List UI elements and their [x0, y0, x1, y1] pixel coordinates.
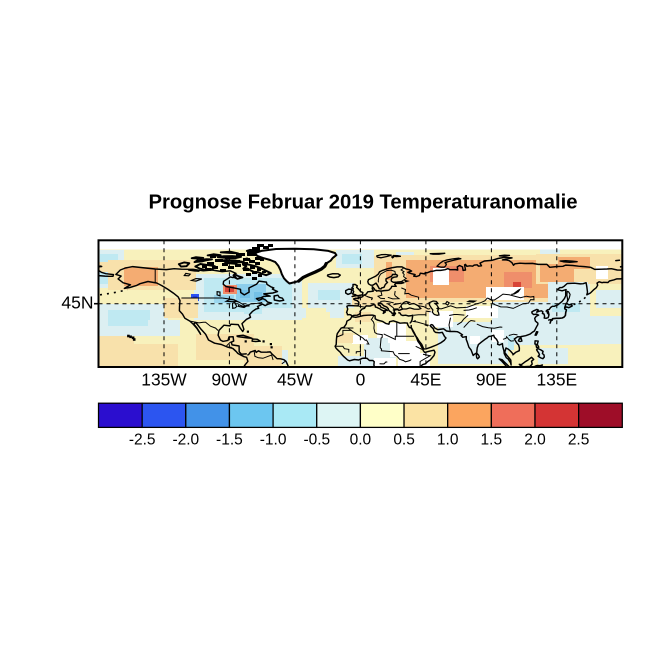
svg-text:Prognose Februar 2019 Temperat: Prognose Februar 2019 Temperaturanomalie — [148, 192, 577, 214]
svg-text:-2.5: -2.5 — [129, 432, 156, 449]
svg-text:135E: 135E — [536, 369, 577, 389]
svg-text:1.0: 1.0 — [437, 432, 459, 449]
svg-text:135W: 135W — [141, 369, 187, 389]
svg-text:45N: 45N — [61, 293, 93, 313]
svg-text:-0.5: -0.5 — [303, 432, 330, 449]
svg-text:-1.5: -1.5 — [216, 432, 243, 449]
svg-text:90E: 90E — [476, 369, 507, 389]
svg-text:1.5: 1.5 — [481, 432, 503, 449]
svg-text:0.5: 0.5 — [393, 432, 415, 449]
svg-text:45E: 45E — [410, 369, 441, 389]
svg-text:0.0: 0.0 — [350, 432, 372, 449]
svg-text:0: 0 — [356, 369, 366, 389]
svg-text:2.5: 2.5 — [568, 432, 590, 449]
svg-text:2.0: 2.0 — [524, 432, 546, 449]
svg-text:45W: 45W — [277, 369, 313, 389]
svg-text:-2.0: -2.0 — [172, 432, 199, 449]
svg-text:90W: 90W — [212, 369, 248, 389]
svg-text:-1.0: -1.0 — [260, 432, 287, 449]
